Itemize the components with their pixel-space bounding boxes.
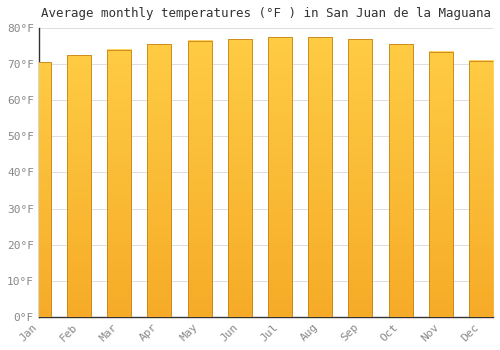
Bar [107, 50, 132, 317]
Bar [188, 41, 212, 317]
Bar [348, 39, 372, 317]
Bar [469, 61, 493, 317]
Bar [107, 50, 132, 317]
Bar [26, 62, 51, 317]
Bar [148, 44, 172, 317]
Bar [188, 41, 212, 317]
Bar [228, 39, 252, 317]
Bar [308, 37, 332, 317]
Bar [67, 55, 91, 317]
Bar [67, 55, 91, 317]
Bar [388, 44, 412, 317]
Bar [348, 39, 372, 317]
Bar [268, 37, 292, 317]
Bar [228, 39, 252, 317]
Bar [308, 37, 332, 317]
Bar [388, 44, 412, 317]
Bar [428, 51, 453, 317]
Bar [469, 61, 493, 317]
Bar [148, 44, 172, 317]
Bar [428, 51, 453, 317]
Title: Average monthly temperatures (°F ) in San Juan de la Maguana: Average monthly temperatures (°F ) in Sa… [41, 7, 491, 20]
Bar [26, 62, 51, 317]
Bar [268, 37, 292, 317]
